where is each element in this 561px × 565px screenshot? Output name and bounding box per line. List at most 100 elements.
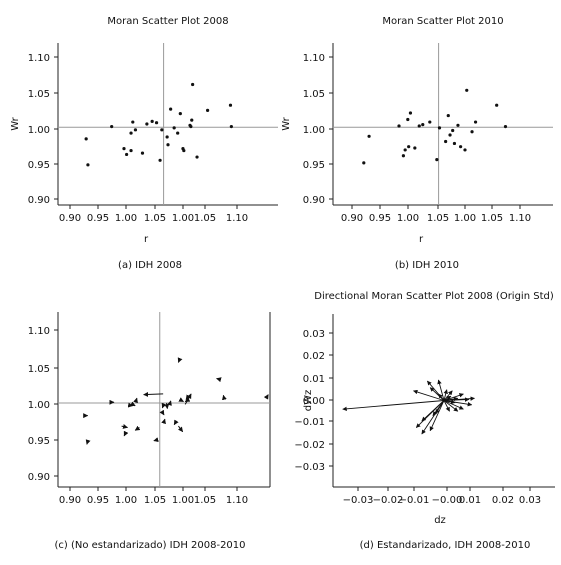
data-point: [362, 161, 366, 165]
data-point: [145, 122, 149, 126]
direction-arrow: [443, 389, 448, 401]
x-tick-label: 1.05: [427, 213, 449, 224]
y-tick-label: 0.02: [303, 351, 325, 362]
movement-arrow: [123, 430, 129, 437]
x-tick-label: 1.10: [226, 213, 248, 224]
y-tick-label: 1.05: [28, 89, 50, 100]
y-axis-label: dWz: [303, 390, 314, 411]
x-tick-label: 1.00: [115, 495, 137, 506]
x-tick-label: 1.00: [397, 213, 419, 224]
movement-arrow: [133, 397, 138, 404]
data-point: [176, 131, 180, 135]
x-tick-label: −0.00: [432, 495, 463, 506]
direction-arrow: [443, 397, 470, 402]
data-point: [421, 123, 425, 127]
data-point: [452, 141, 457, 146]
data-point: [122, 147, 126, 151]
panel-caption: (d) Estandarizado, IDH 2008-2010: [360, 540, 531, 551]
x-tick-label: −0.03: [343, 495, 374, 506]
panel-c: 0.90 0.95 1.00 1.05 1.00 1.05 1.101.101.051.00…: [28, 312, 271, 551]
y-axis-label: Wr: [281, 116, 292, 130]
y-tick-label: 0.95: [303, 160, 325, 171]
data-point: [166, 143, 170, 147]
y-tick-label: 1.10: [28, 326, 50, 337]
y-tick-label: 0.95: [28, 436, 50, 447]
direction-arrow: [443, 390, 453, 401]
data-point: [129, 131, 133, 135]
data-point: [129, 148, 133, 153]
movement-arrow: [127, 402, 134, 408]
movement-arrow: [173, 419, 179, 426]
x-tick-label: 0.03: [519, 495, 541, 506]
data-point: [110, 124, 114, 129]
y-tick-label: 0.90: [28, 472, 50, 483]
data-point: [444, 139, 448, 144]
data-point: [465, 88, 469, 92]
y-tick-label: −0.01: [294, 417, 325, 428]
x-tick-label: 1.05: [144, 495, 166, 506]
movement-arrow: [121, 424, 129, 429]
x-axis-label: r: [419, 234, 424, 245]
movement-arrow: [159, 409, 165, 416]
data-point: [495, 103, 499, 107]
direction-arrow: [443, 400, 459, 412]
y-tick-label: −0.02: [294, 440, 325, 451]
data-point: [165, 135, 169, 139]
data-point: [133, 128, 138, 132]
direction-arrow: [413, 389, 445, 401]
data-point: [84, 137, 88, 141]
data-point: [451, 128, 455, 133]
x-tick-label: 1.00: [454, 213, 476, 224]
panel-b: Moran Scatter Plot 2010 0.90 0.95 1.00 1.05 1…: [281, 16, 553, 271]
x-tick-label: 0.95: [87, 495, 109, 506]
direction-arrow: [421, 400, 445, 422]
x-tick-label: 0.95: [369, 213, 391, 224]
y-tick-label: 0.90: [303, 195, 325, 206]
data-point: [195, 155, 199, 159]
y-tick-label: 0.90: [28, 195, 50, 206]
data-point: [367, 134, 371, 138]
data-point: [397, 124, 401, 128]
y-tick-label: 1.00: [28, 125, 50, 136]
data-point: [406, 117, 410, 122]
x-tick-label: 0.02: [492, 495, 514, 506]
data-point: [428, 120, 432, 124]
panel-d: Directional Moran Scatter Plot 2008 (Ori…: [294, 291, 555, 551]
movement-arrow: [161, 418, 166, 425]
data-point: [456, 123, 460, 127]
x-tick-label: 1.00: [172, 495, 194, 506]
x-tick-label: 1.00: [172, 213, 194, 224]
data-point: [473, 120, 478, 124]
y-tick-label: 1.10: [303, 53, 325, 64]
data-point: [169, 107, 173, 111]
y-tick-label: 0.95: [28, 160, 50, 171]
data-point: [459, 145, 463, 149]
x-tick-label: 0.90: [59, 495, 81, 506]
movement-arrow: [134, 425, 141, 431]
data-point: [408, 111, 413, 115]
x-tick-label: 0.90: [59, 213, 81, 224]
data-point: [228, 103, 233, 107]
data-point: [463, 148, 467, 152]
x-tick-label: −0.01: [399, 495, 430, 506]
panel-caption: (a) IDH 2008: [118, 260, 182, 271]
chart-title: Moran Scatter Plot 2010: [382, 16, 503, 27]
data-point: [437, 126, 442, 130]
panel-caption: (c) (No estandarizado) IDH 2008-2010: [54, 540, 245, 551]
data-point: [131, 120, 135, 124]
direction-arrow: [437, 379, 445, 401]
y-axis-label: Wr: [10, 116, 21, 130]
data-point: [140, 151, 145, 155]
x-tick-label: 0.01: [459, 495, 481, 506]
data-point: [417, 124, 421, 128]
data-point: [154, 121, 159, 125]
x-tick-label: 1.00: [115, 213, 137, 224]
data-point: [191, 82, 195, 87]
data-point: [189, 124, 193, 129]
y-tick-label: 0.01: [303, 374, 325, 385]
y-tick-label: 1.00: [28, 400, 50, 411]
movement-arrow: [85, 439, 91, 445]
data-point: [403, 148, 407, 152]
movement-arrow: [263, 394, 269, 400]
